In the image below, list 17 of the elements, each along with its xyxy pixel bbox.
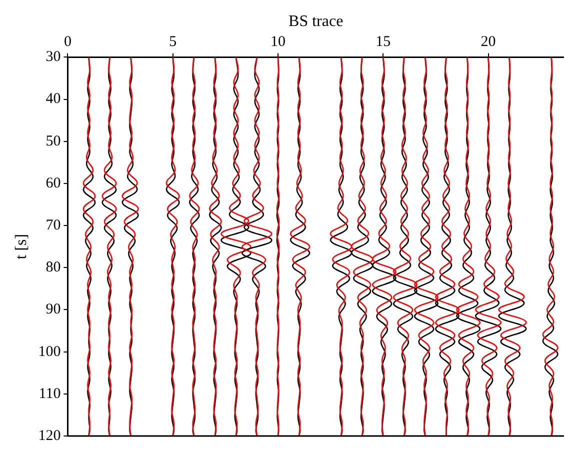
x-axis-title: BS trace	[288, 12, 344, 30]
x-tick-label: 20	[480, 34, 496, 50]
y-tick-label: 50	[46, 133, 61, 150]
x-tick-label: 5	[169, 34, 177, 50]
y-tick-label: 30	[46, 49, 61, 66]
y-tick-label: 110	[38, 386, 61, 402]
y-tick-label: 90	[46, 302, 61, 318]
y-tick-label: 60	[46, 175, 61, 192]
y-tick-label: 80	[46, 260, 61, 276]
y-tick-label: 120	[38, 428, 61, 444]
y-axis-title: t [s]	[12, 234, 30, 260]
x-tick-label: 0	[64, 34, 72, 50]
x-tick-label: 15	[376, 34, 391, 50]
y-tick-label: 40	[46, 91, 61, 108]
y-tick-label: 100	[38, 344, 61, 360]
x-tick-label: 10	[270, 34, 286, 50]
y-tick-label: 70	[46, 217, 61, 234]
